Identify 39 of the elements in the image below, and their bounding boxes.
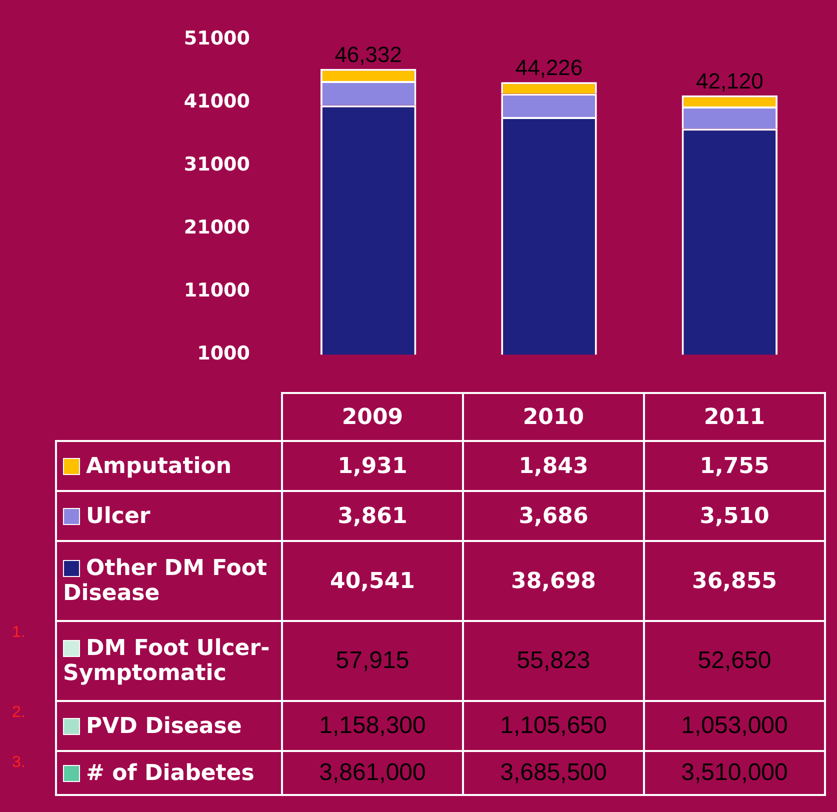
text: 57,915 [282,621,463,701]
text: 1. [12,624,26,642]
data-label: 1,755 [644,441,825,491]
text: 52,650 [644,621,825,701]
text: 3,861,000 [282,751,463,795]
data-label: 38,698 [463,541,644,621]
text: 3,510,000 [644,751,825,795]
text: 1,105,650 [463,701,644,751]
y-tick-label: 21000 [184,216,250,238]
data-label: 1,843 [463,441,644,491]
x-tick-label: 2011 [644,393,825,441]
legend-label: Other DM Foot Disease [56,541,282,621]
text: 2. [12,704,26,722]
text: 3,685,500 [463,751,644,795]
legend-label: Amputation [56,441,282,491]
total-label: 44,226 [515,55,583,80]
text: 1,158,300 [282,701,463,751]
text: 3. [12,754,26,772]
legend-label: Ulcer [56,491,282,541]
text: 1,053,000 [644,701,825,751]
y-tick-label: 1000 [197,342,250,365]
data-label: 3,510 [644,491,825,541]
y-tick-label: 11000 [184,279,250,302]
x-tick-label: 2010 [463,393,644,441]
y-tick-label: 41000 [184,90,250,112]
y-tick-label: 51000 [184,27,250,50]
total-label: 42,120 [696,68,764,94]
text: PVD Disease [56,701,282,751]
data-label: 36,855 [644,541,825,621]
data-label: 1,931 [282,441,463,491]
x-tick-label: 2009 [282,393,463,441]
text: 55,823 [463,621,644,701]
data-label: 40,541 [282,541,463,621]
text: DM Foot Ulcer-Symptomatic [56,621,282,701]
text: # of Diabetes [56,751,282,795]
data-label: 3,861 [282,491,463,541]
y-tick-label: 31000 [184,153,250,176]
total-label: 46,332 [334,42,402,67]
data-label: 3,686 [463,491,644,541]
